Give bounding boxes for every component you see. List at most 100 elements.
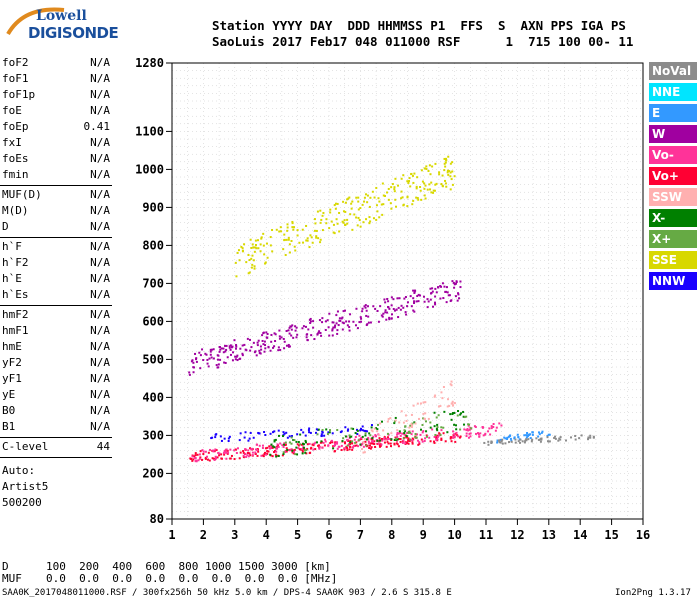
data-point-vominus bbox=[469, 435, 472, 438]
data-point-nnw bbox=[264, 434, 267, 437]
data-point-voplus bbox=[193, 455, 196, 458]
data-point-vominus bbox=[214, 448, 217, 451]
data-point-w bbox=[413, 310, 416, 313]
data-point-ssw bbox=[410, 423, 413, 426]
data-point-w bbox=[442, 297, 445, 300]
data-point-vominus bbox=[201, 449, 204, 452]
data-point-w bbox=[273, 332, 276, 335]
data-point-w bbox=[232, 351, 235, 354]
data-point-voplus bbox=[298, 448, 301, 451]
data-point-sse bbox=[336, 202, 339, 205]
data-point-w bbox=[250, 346, 253, 349]
data-point-xplus bbox=[470, 427, 473, 430]
data-point-sse bbox=[425, 165, 428, 168]
data-point-xplus bbox=[404, 425, 407, 428]
data-point-w bbox=[454, 282, 457, 285]
data-point-sse bbox=[248, 271, 251, 274]
data-point-noval bbox=[514, 438, 517, 441]
data-point-sse bbox=[355, 196, 358, 199]
data-point-xplus bbox=[439, 433, 442, 436]
param-name: foEp bbox=[2, 120, 29, 133]
data-point-w bbox=[234, 358, 237, 361]
data-point-w bbox=[412, 309, 415, 312]
data-point-sse bbox=[254, 246, 257, 249]
data-point-voplus bbox=[369, 442, 372, 445]
data-point-ssw bbox=[434, 394, 437, 397]
data-point-xplus bbox=[468, 423, 471, 426]
param-value: N/A bbox=[90, 324, 110, 337]
data-point-w bbox=[414, 289, 417, 292]
data-point-w bbox=[390, 296, 393, 299]
data-point-w bbox=[435, 291, 438, 294]
data-point-w bbox=[446, 291, 449, 294]
data-point-sse bbox=[350, 207, 353, 210]
data-point-xplus bbox=[376, 423, 379, 426]
data-point-nnw bbox=[285, 431, 288, 434]
data-point-voplus bbox=[404, 434, 407, 437]
station-header-line2: SaoLuis 2017 Feb17 048 011000 RSF 1 715 … bbox=[212, 34, 634, 49]
data-point-noval bbox=[559, 436, 562, 439]
data-point-sse bbox=[406, 195, 409, 198]
data-point-sse bbox=[308, 246, 311, 249]
data-point-voplus bbox=[350, 441, 353, 444]
data-point-sse bbox=[358, 219, 361, 222]
data-point-sse bbox=[394, 198, 397, 201]
data-point-xminus bbox=[341, 440, 344, 443]
data-point-nnw bbox=[228, 435, 231, 438]
data-point-xminus bbox=[453, 411, 456, 414]
data-point-ssw bbox=[441, 397, 444, 400]
data-point-voplus bbox=[239, 451, 242, 454]
data-point-nnw bbox=[220, 439, 223, 442]
data-point-voplus bbox=[412, 438, 415, 441]
data-point-w bbox=[406, 305, 409, 308]
data-point-xplus bbox=[357, 439, 360, 442]
data-point-nnw bbox=[247, 439, 250, 442]
data-point-voplus bbox=[411, 441, 414, 444]
data-point-w bbox=[243, 343, 246, 346]
data-point-ssw bbox=[363, 437, 366, 440]
data-point-ssw bbox=[361, 448, 364, 451]
data-point-voplus bbox=[300, 443, 303, 446]
data-point-vominus bbox=[224, 450, 227, 453]
data-point-sse bbox=[423, 187, 426, 190]
data-point-sse bbox=[291, 226, 294, 229]
data-point-ssw bbox=[451, 400, 454, 403]
data-point-vominus bbox=[488, 427, 491, 430]
data-point-w bbox=[306, 339, 309, 342]
data-point-vominus bbox=[490, 427, 493, 430]
data-point-nnw bbox=[282, 431, 285, 434]
data-point-vominus bbox=[411, 430, 414, 433]
data-point-sse bbox=[349, 213, 352, 216]
data-point-w bbox=[430, 291, 433, 294]
param-name: foF2 bbox=[2, 56, 29, 69]
data-point-e bbox=[538, 433, 541, 436]
data-point-w bbox=[382, 312, 385, 315]
data-point-w bbox=[338, 317, 341, 320]
data-point-voplus bbox=[242, 450, 245, 453]
data-point-nnw bbox=[366, 430, 369, 433]
data-point-w bbox=[288, 345, 291, 348]
data-point-voplus bbox=[199, 450, 202, 453]
data-point-w bbox=[188, 373, 191, 376]
data-point-vominus bbox=[198, 457, 201, 460]
data-point-sse bbox=[332, 231, 335, 234]
data-point-noval bbox=[589, 436, 592, 439]
data-point-vominus bbox=[250, 448, 253, 451]
data-point-w bbox=[400, 304, 403, 307]
data-point-xminus bbox=[436, 429, 439, 432]
logo-lowell-text: Lowell bbox=[36, 8, 87, 24]
data-point-sse bbox=[430, 181, 433, 184]
data-point-sse bbox=[315, 229, 318, 232]
data-point-w bbox=[415, 300, 418, 303]
data-point-voplus bbox=[398, 437, 401, 440]
data-point-nnw bbox=[223, 437, 226, 440]
data-point-w bbox=[248, 338, 251, 341]
data-point-w bbox=[249, 349, 252, 352]
param-name: MUF(D) bbox=[2, 188, 42, 201]
data-point-sse bbox=[254, 243, 257, 246]
data-point-voplus bbox=[407, 439, 410, 442]
data-point-vominus bbox=[282, 445, 285, 448]
data-point-xminus bbox=[433, 425, 436, 428]
data-point-xplus bbox=[364, 432, 367, 435]
data-point-sse bbox=[253, 267, 256, 270]
